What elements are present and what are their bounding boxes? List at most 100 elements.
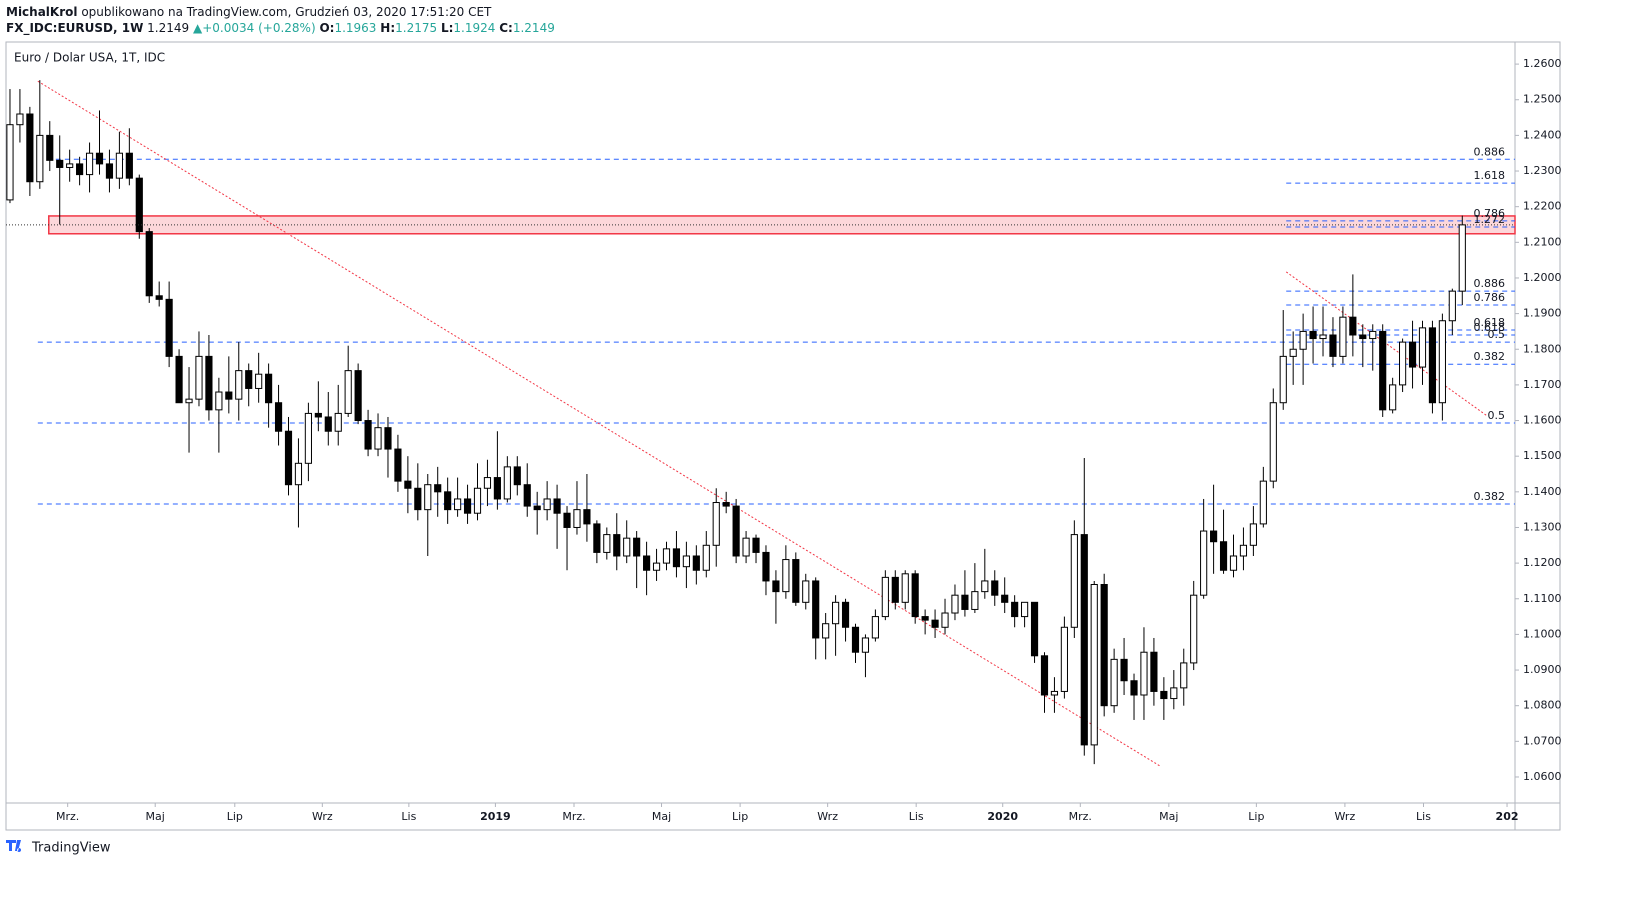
candle-body: [1329, 334, 1337, 357]
candle-body: [225, 391, 233, 400]
last-price: 1.2149: [147, 21, 189, 35]
candle-body: [255, 373, 263, 389]
x-tick-label: Lip: [1248, 810, 1264, 823]
published: opublikowano na TradingView.com, Grudzie…: [81, 5, 492, 19]
candle-body: [583, 509, 591, 525]
candle-body: [1299, 330, 1307, 350]
candle-body: [812, 580, 820, 639]
symbol: FX_IDC:EURUSD, 1W: [6, 21, 143, 36]
candle-body: [981, 580, 989, 593]
x-tick-label: Maj: [1159, 810, 1178, 823]
candle-body: [185, 398, 193, 404]
y-tick-label: 1.2200: [1523, 200, 1562, 213]
candle-body: [1200, 530, 1208, 596]
candle-body: [712, 502, 720, 546]
ohlc-label: C:: [499, 21, 513, 35]
candle-body: [294, 462, 303, 486]
candle-body: [553, 498, 561, 514]
candle-body: [911, 573, 919, 618]
ohlc-label: L:: [441, 21, 453, 35]
candle-body: [633, 537, 641, 557]
fib-label: 0.886: [1474, 145, 1506, 158]
candle-body: [742, 537, 750, 557]
candle-body: [95, 152, 104, 165]
trendline: [37, 80, 1161, 767]
candle-body: [434, 484, 442, 493]
candle-body: [1359, 334, 1367, 340]
y-tick-label: 1.1700: [1523, 378, 1562, 391]
y-tick-label: 1.2100: [1523, 235, 1562, 248]
candle-body: [1070, 534, 1078, 628]
resistance-zone: [48, 215, 1516, 235]
x-tick-label: Lis: [1416, 810, 1431, 823]
candle-body: [881, 576, 889, 618]
candle-body: [1210, 530, 1218, 543]
y-tick-label: 1.2500: [1523, 93, 1562, 106]
candle-body: [175, 355, 183, 404]
y-tick-label: 1.2400: [1523, 128, 1562, 141]
candle-body: [1399, 341, 1407, 386]
x-tick-label: Wrz: [1335, 810, 1356, 823]
ohlc-value: 1.1924: [453, 21, 495, 35]
x-tick-label: Maj: [146, 810, 165, 823]
trendline: [1285, 271, 1487, 416]
candle-body: [364, 420, 372, 450]
candle-body: [304, 412, 312, 464]
candle-body: [344, 370, 352, 414]
candle-body: [145, 231, 153, 297]
x-tick-label: Wrz: [312, 810, 333, 823]
candle-body: [1001, 594, 1009, 603]
candle-body: [1249, 523, 1257, 546]
plot-area: 0.8861.6180.7861.2720.8860.7860.6180.618…: [6, 80, 1516, 767]
y-tick-label: 1.1200: [1523, 556, 1562, 569]
candle-body: [6, 124, 14, 201]
candle-body: [702, 544, 710, 571]
y-tick-label: 1.1400: [1523, 485, 1562, 498]
candle-body: [891, 576, 899, 603]
candle-body: [931, 619, 939, 628]
candle-body: [463, 498, 472, 514]
candle-body: [822, 623, 830, 639]
fib-label: 0.786: [1474, 291, 1506, 304]
candle-body: [623, 537, 631, 557]
candle-body: [414, 487, 422, 511]
change: ▲+0.0034 (+0.28%): [193, 21, 316, 35]
candle-body: [841, 601, 850, 628]
candle-body: [473, 487, 482, 514]
header-line-2: FX_IDC:EURUSD, 1W 1.2149 ▲+0.0034 (+0.28…: [6, 21, 555, 36]
candle-body: [692, 555, 700, 571]
candle-body: [1259, 480, 1267, 525]
x-tick-label: Lis: [909, 810, 924, 823]
candle-body: [1120, 658, 1128, 682]
candle-body: [782, 559, 790, 593]
candle-body: [36, 134, 44, 183]
y-tick-label: 1.0600: [1523, 770, 1562, 783]
x-tick-label: 2020: [987, 810, 1018, 823]
candle-body: [652, 562, 661, 571]
y-tick-label: 1.0900: [1523, 663, 1562, 676]
candle-body: [165, 298, 173, 357]
candle-body: [444, 491, 452, 511]
candle-body: [921, 616, 929, 621]
x-tick-label: 2019: [480, 810, 511, 823]
candle-body: [1389, 384, 1397, 411]
fib-label: 0.618: [1474, 321, 1506, 334]
candle-body: [274, 402, 283, 432]
candle-body: [1180, 662, 1188, 689]
candle-body: [991, 580, 999, 596]
candle-body: [1319, 334, 1327, 340]
candle-body: [762, 551, 770, 582]
candle-body: [1448, 290, 1456, 322]
candle-body: [682, 555, 690, 568]
candle-body: [76, 163, 84, 176]
candle-body: [66, 163, 74, 168]
candle-body: [1080, 534, 1088, 746]
ohlc-value: 1.2149: [513, 21, 555, 35]
candle-body: [1458, 224, 1466, 292]
candle-body: [404, 480, 412, 489]
candle-body: [1190, 594, 1198, 664]
candle-body: [1040, 655, 1049, 696]
candle-body: [1160, 690, 1168, 700]
candle-body: [593, 523, 601, 553]
